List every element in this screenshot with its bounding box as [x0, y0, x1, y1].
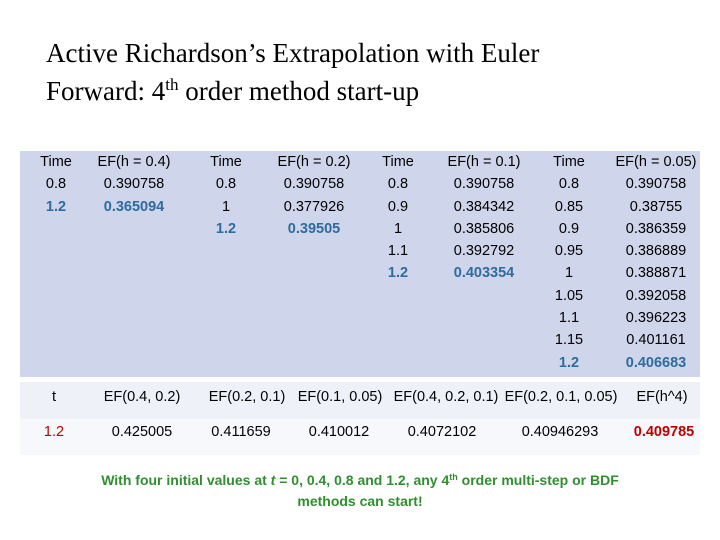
table-column: Time 0.8 1.2 — [24, 151, 88, 218]
extrapolation-header-band — [20, 382, 700, 419]
column-header: EF(h = 0.05) — [615, 154, 697, 170]
extrapolation-value-row: 1.2 0.425005 0.411659 0.410012 0.4072102… — [0, 424, 700, 452]
table-cell: 0.384342 — [453, 198, 515, 215]
extrapolation-value-band — [20, 419, 700, 455]
table-cell: 0.85 — [554, 198, 584, 215]
extrap-value-ef-01-005: 0.410012 — [308, 424, 370, 440]
table-column: Time 0.8 0.85 0.9 0.95 1 1.05 1.1 1.15 1.2 — [538, 151, 600, 374]
extrap-header-t: t — [51, 389, 57, 405]
table-column: EF(h = 0.1) 0.390758 0.384342 0.385806 0.392… — [432, 151, 536, 285]
extrap-header-ef-02-01-005: EF(0.2, 0.1, 0.05) — [504, 389, 618, 405]
table-column: Time 0.8 0.9 1 1.1 1.2 — [368, 151, 428, 285]
extrap-value-ef-04-02: 0.425005 — [111, 424, 173, 440]
table-cell: 1.2 — [558, 354, 580, 371]
footnote-superscript: th — [449, 472, 458, 482]
extrap-value-t: 1.2 — [43, 424, 65, 440]
table-cell: 0.8 — [45, 176, 67, 193]
table-cell: 0.39505 — [287, 220, 341, 237]
table-column: EF(h = 0.2) 0.390758 0.377926 0.39505 — [264, 151, 364, 240]
table-cell: 1.15 — [554, 332, 584, 349]
table-cell: 1.2 — [215, 220, 237, 237]
extrapolation-header-row: t EF(0.4, 0.2) EF(0.2, 0.1) EF(0.1, 0.05… — [0, 389, 700, 417]
data-table-background — [20, 151, 700, 377]
title-superscript: th — [165, 75, 179, 94]
table-column: EF(h = 0.05) 0.390758 0.38755 0.386359 0.386… — [602, 151, 710, 374]
table-cell: 0.9 — [558, 220, 580, 237]
extrap-value-ef-04-02-01: 0.4072102 — [407, 424, 477, 440]
footnote-t: t — [270, 472, 276, 488]
column-header: Time — [382, 154, 414, 170]
table-cell: 0.406683 — [625, 354, 687, 371]
table-cell: 0.392058 — [625, 287, 687, 304]
table-cell: 0.403354 — [453, 265, 515, 282]
extrap-header-ef-h4: EF(h^4) — [636, 389, 688, 405]
extrap-value-ef-02-01: 0.411659 — [211, 424, 271, 440]
table-column: EF(h = 0.4) 0.390758 0.365094 — [90, 151, 178, 218]
table-cell: 0.9 — [387, 198, 409, 215]
footnote-line-1: With four initial values at t = 0, 0.4, … — [40, 470, 680, 491]
table-cell: 0.390758 — [103, 176, 165, 193]
table-cell: 1.2 — [45, 198, 67, 215]
title-line-1: Active Richardson’s Extrapolation with E… — [46, 38, 540, 68]
extrap-header-ef-01-005: EF(0.1, 0.05) — [297, 389, 383, 405]
table-cell: 0.396223 — [625, 310, 687, 327]
title-line-2-text: Forward: 4 — [46, 76, 166, 106]
table-cell: 1.05 — [554, 287, 584, 304]
table-cell: 0.392792 — [453, 243, 515, 260]
footnote-text-a: With four initial values at — [101, 472, 271, 488]
column-header: Time — [40, 154, 72, 170]
column-header: Time — [210, 154, 242, 170]
title-line-2: Forward: 4th order method start-up — [46, 72, 686, 110]
extrap-value-ef-02-01-005: 0.40946293 — [521, 424, 599, 440]
extrap-header-ef-04-02-01: EF(0.4, 0.2, 0.1) — [393, 389, 499, 405]
table-cell: 1.1 — [558, 310, 580, 327]
footnote-text-b: = 0, 0.4, 0.8 and 1.2, any 4 — [275, 472, 450, 488]
table-cell: 0.8 — [387, 176, 409, 193]
column-header: EF(h = 0.2) — [277, 154, 351, 170]
table-cell: 0.8 — [558, 176, 580, 193]
extrap-header-ef-04-02: EF(0.4, 0.2) — [103, 389, 181, 405]
table-cell: 0.8 — [215, 176, 237, 193]
column-header: EF(h = 0.1) — [447, 154, 521, 170]
slide-title: Active Richardson’s Extrapolation with E… — [46, 34, 686, 110]
footnote-line-2: methods can start! — [297, 493, 423, 509]
table-cell: 1.2 — [387, 265, 409, 282]
table-cell: 1.1 — [387, 243, 409, 260]
table-cell: 0.390758 — [625, 176, 687, 193]
column-header: EF(h = 0.4) — [97, 154, 171, 170]
table-cell: 0.365094 — [103, 198, 165, 215]
table-column: Time 0.8 1 1.2 — [196, 151, 256, 240]
footnote: With four initial values at t = 0, 0.4, … — [40, 470, 680, 512]
extrap-value-ef-h4: 0.409785 — [633, 424, 695, 440]
table-cell: 0.401161 — [626, 332, 686, 349]
table-cell: 0.386359 — [625, 220, 687, 237]
table-cell: 0.390758 — [283, 176, 345, 193]
table-cell: 0.388871 — [625, 265, 687, 282]
table-cell: 0.386889 — [625, 243, 687, 260]
table-cell: 1 — [221, 198, 231, 215]
table-cell: 0.377926 — [283, 198, 345, 215]
table-cell: 0.385806 — [453, 220, 515, 237]
table-cell: 0.390758 — [453, 176, 515, 193]
table-cell: 0.95 — [554, 243, 584, 260]
column-header: Time — [553, 154, 585, 170]
table-cell: 0.38755 — [629, 198, 683, 215]
title-line-2-rest: order method start-up — [178, 76, 420, 106]
table-cell: 1 — [564, 265, 574, 282]
extrap-header-ef-02-01: EF(0.2, 0.1) — [208, 389, 286, 405]
footnote-text-c: order multi-step or BDF — [457, 472, 619, 488]
table-cell: 1 — [393, 220, 403, 237]
